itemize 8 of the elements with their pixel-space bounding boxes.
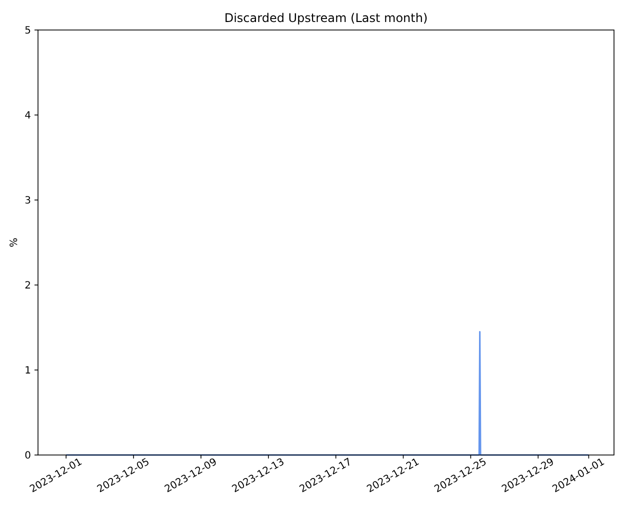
y-tick-label: 5 bbox=[24, 26, 31, 36]
y-tick-label: 1 bbox=[24, 366, 31, 376]
y-tick-label: 0 bbox=[24, 450, 31, 462]
y-axis-title: % bbox=[9, 238, 20, 248]
y-tick-label: 2 bbox=[24, 280, 31, 292]
y-tick-label: 3 bbox=[24, 196, 31, 206]
y-tick-label: 4 bbox=[24, 110, 31, 122]
chart-title: Discarded Upstream (Last month) bbox=[224, 11, 428, 25]
